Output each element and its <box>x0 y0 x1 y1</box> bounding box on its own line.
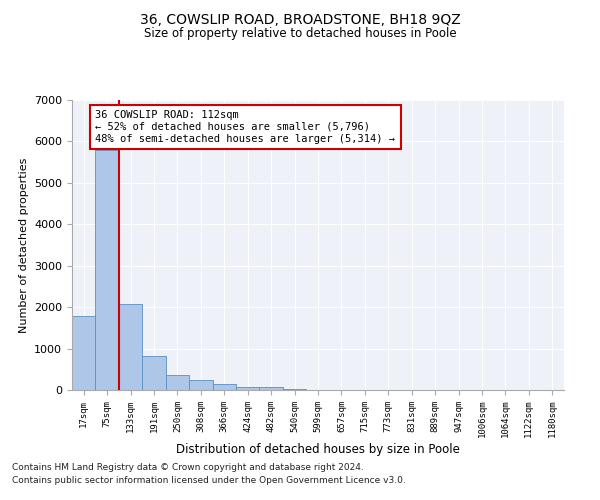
Bar <box>72 316 95 390</box>
Bar <box>283 389 306 390</box>
Text: Contains HM Land Registry data © Crown copyright and database right 2024.: Contains HM Land Registry data © Crown c… <box>12 464 364 472</box>
Text: 36, COWSLIP ROAD, BROADSTONE, BH18 9QZ: 36, COWSLIP ROAD, BROADSTONE, BH18 9QZ <box>140 12 460 26</box>
Bar <box>259 388 283 390</box>
Bar <box>236 386 259 390</box>
Bar <box>119 304 142 390</box>
Bar <box>212 384 236 390</box>
Text: Contains public sector information licensed under the Open Government Licence v3: Contains public sector information licen… <box>12 476 406 485</box>
Bar <box>95 150 119 390</box>
Text: 36 COWSLIP ROAD: 112sqm
← 52% of detached houses are smaller (5,796)
48% of semi: 36 COWSLIP ROAD: 112sqm ← 52% of detache… <box>95 110 395 144</box>
Text: Size of property relative to detached houses in Poole: Size of property relative to detached ho… <box>143 28 457 40</box>
Y-axis label: Number of detached properties: Number of detached properties <box>19 158 29 332</box>
Bar <box>142 356 166 390</box>
Bar <box>166 374 189 390</box>
Bar <box>189 380 212 390</box>
X-axis label: Distribution of detached houses by size in Poole: Distribution of detached houses by size … <box>176 443 460 456</box>
